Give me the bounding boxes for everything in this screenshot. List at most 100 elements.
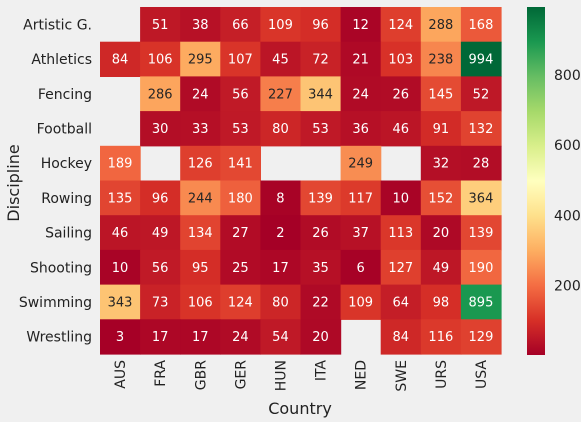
cell-value-label: 28 — [473, 157, 490, 172]
heatmap-cell — [420, 145, 462, 182]
cell-value-label: 134 — [188, 226, 213, 241]
y-tick-labels: Artistic G. Athletics Fencing Football Hocke… — [19, 17, 92, 345]
cell-value-label: 139 — [308, 191, 333, 206]
cell-value-label: 80 — [272, 295, 289, 310]
y-tick-label: Sailing — [45, 226, 92, 242]
heatmap-cell — [340, 284, 382, 320]
heatmap-cell — [420, 41, 462, 77]
heatmap-cell — [380, 7, 422, 43]
cell-value-label: 344 — [308, 87, 333, 102]
cell-value-label: 27 — [232, 226, 249, 241]
heatmap-cell — [420, 319, 462, 355]
heatmap-cell — [420, 76, 462, 112]
cell-value-label: 46 — [392, 122, 409, 137]
heatmap-cell — [260, 215, 302, 251]
heatmap-cell — [260, 249, 302, 286]
colorbar-tick-label: 800 — [554, 68, 581, 84]
cell-value-label: 238 — [428, 53, 453, 68]
heatmap-cell — [180, 215, 221, 251]
heatmap-cell — [300, 284, 342, 320]
y-tick-label: Swimming — [19, 295, 92, 311]
colorbar-ticks: 200 400 600 800 — [554, 68, 581, 294]
cell-value-label: 38 — [192, 18, 209, 33]
heatmap-cell — [380, 76, 422, 112]
colorbar-tick-label: 600 — [554, 138, 581, 154]
x-tick-label: NED — [354, 360, 370, 390]
heatmap-cell — [420, 180, 462, 216]
heatmap-cell — [380, 180, 422, 216]
cell-value-label: 56 — [152, 261, 169, 276]
heatmap-cell — [180, 145, 221, 182]
heatmap-cell — [180, 319, 221, 355]
heatmap-cell — [340, 180, 382, 216]
cell-value-label: 45 — [272, 53, 289, 68]
cell-value-label: 994 — [469, 53, 494, 68]
cell-value-label: 6 — [357, 261, 365, 276]
heatmap-cell — [260, 76, 302, 112]
cell-value-label: 20 — [433, 226, 450, 241]
cell-value-label: 152 — [428, 191, 453, 206]
heatmap-cell — [260, 319, 302, 355]
cell-value-label: 103 — [388, 53, 413, 68]
cell-value-label: 10 — [392, 191, 409, 206]
cell-value-label: 106 — [148, 53, 173, 68]
cell-value-label: 53 — [312, 122, 329, 137]
cell-value-label: 96 — [152, 191, 169, 206]
cell-value-label: 343 — [108, 295, 133, 310]
heatmap-cell — [420, 215, 462, 251]
heatmap-cell — [140, 319, 181, 355]
heatmap-cell — [300, 7, 342, 43]
heatmap-cell — [180, 7, 221, 43]
cell-value-label: 53 — [232, 122, 249, 137]
heatmap-cell — [220, 249, 261, 286]
cell-value-label: 32 — [433, 157, 450, 172]
cell-value-label: 52 — [473, 87, 490, 102]
cell-value-label: 73 — [152, 295, 169, 310]
cell-value-label: 190 — [469, 261, 494, 276]
heatmap-cell — [220, 41, 261, 77]
cell-value-label: 96 — [312, 18, 329, 33]
heatmap-cell — [420, 7, 462, 43]
cell-value-label: 95 — [192, 261, 209, 276]
cell-value-label: 107 — [228, 53, 253, 68]
heatmap-cell — [260, 111, 302, 147]
heatmap-cell — [380, 41, 422, 77]
heatmap-cell — [300, 76, 342, 112]
heatmap-cell — [100, 41, 141, 77]
cell-value-label: 295 — [188, 53, 213, 68]
heatmap-cell — [140, 249, 181, 286]
cell-value-label: 51 — [152, 18, 169, 33]
heatmap-cell — [260, 7, 302, 43]
heatmap-cell — [180, 249, 221, 286]
cell-value-label: 141 — [228, 157, 253, 172]
y-tick-label: Hockey — [41, 156, 92, 172]
cell-value-label: 124 — [228, 295, 253, 310]
cell-value-label: 20 — [312, 330, 329, 345]
cell-value-label: 189 — [108, 157, 133, 172]
heatmap-cell — [460, 111, 502, 147]
cell-value-label: 117 — [348, 191, 373, 206]
cell-value-label: 49 — [152, 226, 169, 241]
cell-value-label: 80 — [272, 122, 289, 137]
cell-value-label: 66 — [232, 18, 249, 33]
colorbar-tick-label: 400 — [554, 208, 581, 224]
heatmap-cell — [340, 111, 382, 147]
heatmap-cell — [460, 215, 502, 251]
heatmap-cell — [340, 249, 382, 286]
heatmap-cell — [340, 145, 382, 182]
cell-value-label: 46 — [112, 226, 129, 241]
heatmap-cell — [460, 41, 502, 77]
heatmap-cell — [460, 145, 502, 182]
cell-value-label: 168 — [469, 18, 494, 33]
heatmap-cell — [300, 41, 342, 77]
heatmap-cell — [180, 76, 221, 112]
heatmap-cell — [220, 319, 261, 355]
heatmap-cell — [460, 76, 502, 112]
heatmap-cell — [460, 319, 502, 355]
cell-value-label: 24 — [232, 330, 249, 345]
x-tick-label: USA — [474, 360, 490, 389]
cell-value-label: 244 — [188, 191, 213, 206]
heatmap-cell — [140, 41, 181, 77]
